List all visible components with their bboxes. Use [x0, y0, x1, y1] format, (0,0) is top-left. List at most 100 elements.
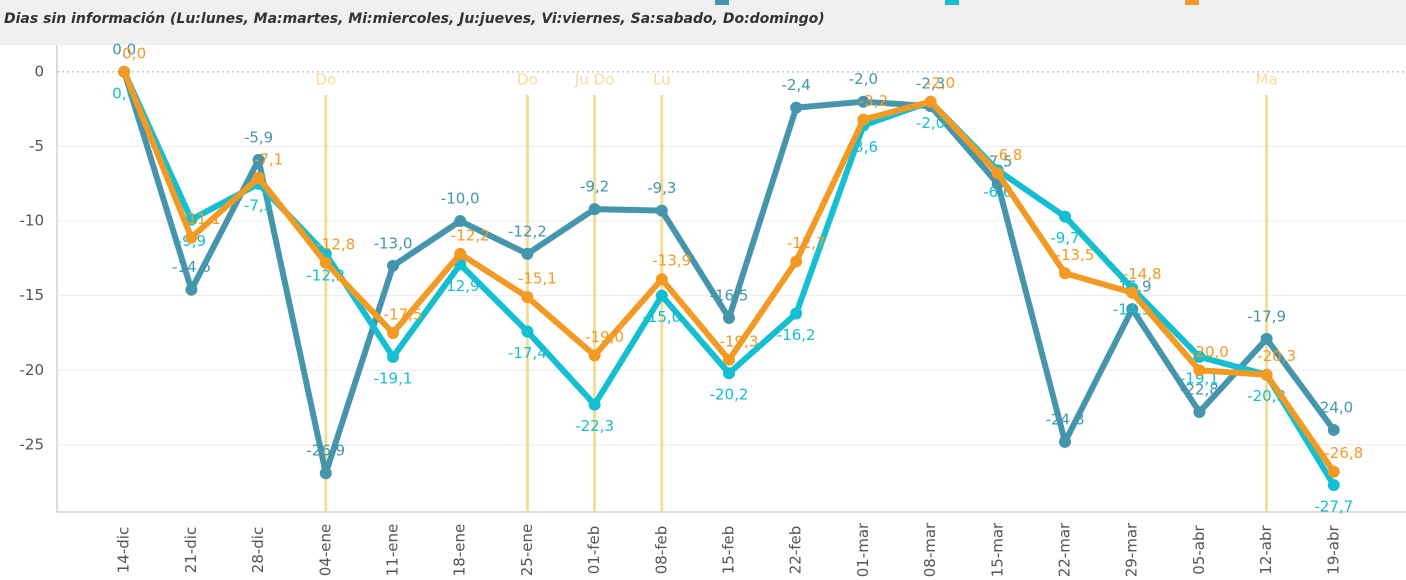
data-label: -2,0 — [849, 70, 878, 88]
data-label: -20,3 — [1257, 347, 1296, 365]
data-label: -2,0 — [916, 114, 945, 132]
point — [1193, 350, 1206, 363]
point — [1059, 267, 1071, 280]
data-label: -12,8 — [316, 235, 355, 253]
data-label: -12,2 — [508, 222, 547, 240]
point — [857, 113, 870, 126]
data-label: -9,3 — [647, 179, 676, 197]
x-tick-label: 22-mar — [1056, 522, 1074, 577]
data-label: -24,0 — [1314, 398, 1353, 416]
point — [1327, 423, 1340, 436]
y-tick-label: -25 — [20, 435, 45, 453]
x-tick-label: 29-mar — [1123, 522, 1141, 577]
x-tick-label: 14-dic — [115, 527, 133, 573]
data-label: -13,0 — [374, 234, 413, 252]
data-label: -12,2 — [451, 226, 490, 244]
point — [387, 259, 399, 272]
point — [454, 215, 467, 228]
data-label: -19,1 — [374, 369, 413, 387]
data-label: -20,2 — [710, 386, 749, 404]
data-label: -27,7 — [1314, 498, 1353, 516]
point — [521, 291, 534, 304]
x-tick-label: 08-feb — [652, 526, 670, 575]
x-tick-label: 11-ene — [384, 524, 402, 576]
data-label: -15,0 — [642, 308, 681, 326]
x-tick-label: 12-abr — [1257, 524, 1275, 574]
data-label: -3,2 — [859, 92, 888, 110]
point — [588, 398, 601, 411]
point — [723, 367, 735, 380]
day-marker-label: Do — [315, 71, 336, 89]
day-marker-label: Lu — [653, 71, 671, 89]
data-label: -3,6 — [849, 138, 878, 156]
data-label: -13,9 — [652, 252, 691, 270]
point — [1126, 286, 1139, 299]
data-label: -19,0 — [585, 328, 624, 346]
data-label: -7,5 — [244, 196, 273, 214]
day-marker-label: Ju Do — [574, 71, 614, 89]
data-label: -2,3 — [916, 75, 945, 93]
x-tick-label: 19-abr — [1324, 524, 1342, 574]
point — [1260, 368, 1273, 381]
data-label: -9,2 — [580, 178, 609, 196]
subtitle: Dias sin información (Lu:lunes, Ma:marte… — [4, 11, 825, 27]
data-label: -17,5 — [384, 305, 423, 323]
point — [857, 95, 870, 108]
point — [387, 350, 399, 363]
point — [185, 231, 198, 244]
point — [387, 326, 399, 339]
point — [588, 203, 601, 216]
data-label: -20,0 — [1190, 343, 1229, 361]
y-tick-label: 0 — [34, 62, 44, 80]
point — [723, 312, 735, 325]
data-label: -9,7 — [1050, 229, 1079, 247]
point — [1126, 303, 1139, 316]
y-tick-label: -10 — [20, 212, 45, 230]
point — [588, 349, 601, 362]
day-marker-label: Do — [517, 71, 538, 89]
point — [521, 247, 534, 260]
y-tick-label: -5 — [29, 137, 44, 155]
point — [252, 171, 265, 184]
x-tick-label: 21-dic — [182, 527, 200, 573]
data-label: -2,0 — [926, 74, 955, 92]
point — [655, 273, 668, 286]
x-tick-label: 04-ene — [316, 524, 334, 576]
data-label: -11,1 — [182, 210, 221, 228]
point — [1059, 210, 1071, 223]
day-marker-label: Ma — [1256, 71, 1278, 89]
x-tick-label: 08-mar — [921, 522, 939, 577]
data-label: -14,8 — [1123, 265, 1162, 283]
data-label: -26,9 — [306, 442, 345, 460]
point — [1193, 364, 1206, 377]
data-label: -14,6 — [172, 258, 211, 276]
point — [118, 65, 131, 78]
data-label: -22,8 — [1180, 381, 1219, 399]
x-tick-label: 28-dic — [249, 527, 267, 573]
x-tick-label: 15-feb — [720, 526, 738, 575]
point — [790, 255, 803, 268]
data-label: -10,0 — [441, 190, 480, 208]
x-tick-label: 01-mar — [854, 522, 872, 577]
point — [454, 247, 467, 260]
x-tick-label: 05-abr — [1190, 524, 1208, 574]
data-label: -24,8 — [1046, 410, 1085, 428]
data-label: -5,9 — [244, 128, 273, 146]
point — [1059, 435, 1071, 448]
data-label: 0,0 — [122, 44, 146, 62]
data-label: 0,0 — [112, 40, 136, 58]
data-label: -15,1 — [518, 270, 557, 288]
data-label: -12,7 — [787, 234, 826, 252]
y-tick-label: -20 — [20, 361, 45, 379]
point — [723, 353, 735, 366]
point — [1193, 406, 1206, 419]
data-label: -17,9 — [1247, 307, 1286, 325]
point — [252, 153, 265, 166]
point — [991, 167, 1004, 180]
point — [185, 283, 198, 296]
point — [924, 95, 937, 108]
x-tick-label: 15-mar — [988, 522, 1006, 577]
x-tick-label: 25-ene — [518, 524, 536, 576]
x-tick-label: 22-feb — [787, 526, 805, 575]
